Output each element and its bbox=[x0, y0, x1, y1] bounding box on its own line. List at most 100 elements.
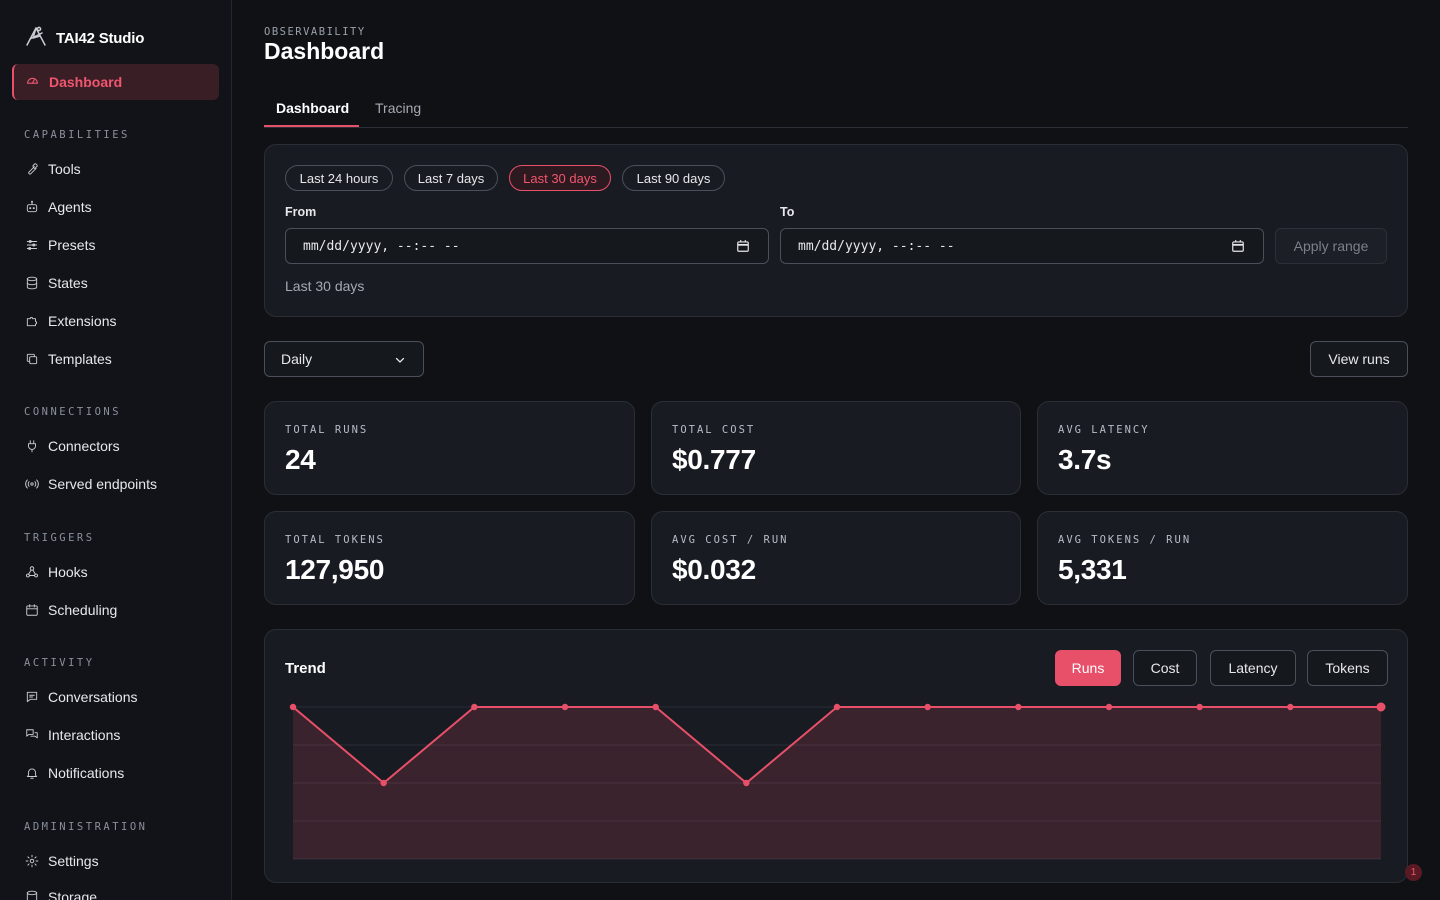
sidebar-item-label: Notifications bbox=[48, 765, 125, 781]
stat-label: AVG TOKENS / RUN bbox=[1058, 534, 1192, 546]
sidebar-item-label: Templates bbox=[48, 351, 112, 367]
section-title-capabilities: CAPABILITIES bbox=[24, 129, 130, 141]
sidebar-item-connectors[interactable]: Connectors bbox=[24, 436, 120, 456]
data-point bbox=[1287, 703, 1294, 711]
preset-last-90-days[interactable]: Last 90 days bbox=[622, 165, 725, 191]
bot-icon bbox=[24, 200, 39, 215]
range-summary: Last 30 days bbox=[285, 278, 365, 294]
sidebar-item-label: Hooks bbox=[48, 564, 88, 580]
data-point bbox=[1196, 703, 1203, 711]
sidebar-item-served-endpoints[interactable]: Served endpoints bbox=[24, 474, 157, 494]
stat-card-total-tokens: TOTAL TOKENS 127,950 bbox=[264, 511, 635, 605]
gear-icon bbox=[24, 854, 39, 869]
sidebar-item-storage[interactable]: Storage bbox=[24, 887, 97, 900]
data-point bbox=[924, 703, 931, 711]
broadcast-icon bbox=[24, 477, 39, 492]
from-date-value: mm/dd/yyyy, --:-- -- bbox=[303, 238, 460, 254]
plug-icon bbox=[24, 439, 39, 454]
stat-card-avg-cost-per-run: AVG COST / RUN $0.032 bbox=[651, 511, 1021, 605]
metric-runs-button[interactable]: Runs bbox=[1055, 650, 1121, 686]
granularity-value: Daily bbox=[281, 351, 313, 367]
brand[interactable]: TAI42 Studio bbox=[24, 24, 144, 53]
trend-chart bbox=[289, 702, 1386, 860]
metric-latency-button[interactable]: Latency bbox=[1210, 650, 1296, 686]
preset-last-24-hours[interactable]: Last 24 hours bbox=[285, 165, 393, 191]
bell-icon bbox=[24, 766, 39, 781]
message-icon bbox=[24, 690, 39, 705]
granularity-select[interactable]: Daily bbox=[264, 341, 424, 377]
apply-range-button[interactable]: Apply range bbox=[1275, 228, 1387, 264]
stat-label: AVG LATENCY bbox=[1058, 424, 1150, 436]
sidebar-item-extensions[interactable]: Extensions bbox=[24, 311, 116, 331]
data-point bbox=[1105, 703, 1113, 711]
data-point bbox=[289, 703, 297, 711]
calendar-icon bbox=[24, 603, 39, 618]
sidebar-item-label: Scheduling bbox=[48, 602, 118, 618]
metric-cost-button[interactable]: Cost bbox=[1133, 650, 1197, 686]
wrench-icon bbox=[24, 162, 39, 177]
to-date-input[interactable]: mm/dd/yyyy, --:-- -- bbox=[780, 228, 1264, 264]
stat-card-avg-tokens-per-run: AVG TOKENS / RUN 5,331 bbox=[1037, 511, 1408, 605]
sidebar-item-label: Connectors bbox=[48, 438, 120, 454]
section-title-triggers: TRIGGERS bbox=[24, 532, 95, 544]
series-area bbox=[293, 707, 1381, 859]
tab-tracing[interactable]: Tracing bbox=[375, 100, 422, 116]
sidebar-item-scheduling[interactable]: Scheduling bbox=[24, 600, 117, 620]
data-point bbox=[743, 779, 750, 787]
sidebar-item-tools[interactable]: Tools bbox=[24, 159, 81, 179]
data-point bbox=[833, 703, 841, 711]
sidebar-item-label: Settings bbox=[48, 853, 99, 869]
stat-value: 24 bbox=[285, 444, 316, 475]
to-date-value: mm/dd/yyyy, --:-- -- bbox=[798, 238, 955, 254]
data-point bbox=[471, 703, 478, 711]
sidebar-item-notifications[interactable]: Notifications bbox=[24, 763, 124, 783]
sidebar-item-hooks[interactable]: Hooks bbox=[24, 562, 88, 582]
webhook-icon bbox=[24, 565, 39, 580]
app-name: TAI42 Studio bbox=[56, 30, 145, 47]
data-point bbox=[1015, 703, 1022, 711]
section-title-administration: ADMINISTRATION bbox=[24, 821, 148, 833]
tab-bar: Dashboard Tracing bbox=[264, 94, 1408, 128]
sidebar-item-label: Extensions bbox=[48, 313, 117, 329]
page-eyebrow: OBSERVABILITY bbox=[264, 26, 366, 38]
stat-value: $0.777 bbox=[672, 444, 756, 475]
sidebar-item-states[interactable]: States bbox=[24, 273, 88, 293]
data-point bbox=[561, 703, 569, 711]
sidebar-item-dashboard[interactable]: Dashboard bbox=[12, 64, 219, 100]
gauge-icon bbox=[26, 74, 39, 90]
sidebar-item-settings[interactable]: Settings bbox=[24, 851, 99, 871]
sidebar-item-label: States bbox=[48, 275, 88, 291]
stat-value: 3.7s bbox=[1058, 444, 1112, 475]
sidebar-item-label: Interactions bbox=[48, 727, 121, 743]
metric-tokens-button[interactable]: Tokens bbox=[1307, 650, 1388, 686]
sidebar-item-presets[interactable]: Presets bbox=[24, 235, 95, 255]
tab-dashboard[interactable]: Dashboard bbox=[276, 100, 350, 116]
view-runs-button[interactable]: View runs bbox=[1310, 341, 1408, 377]
trend-card: Trend Runs Cost Latency Tokens bbox=[264, 629, 1408, 883]
stat-label: TOTAL RUNS bbox=[285, 424, 369, 436]
data-point bbox=[652, 703, 659, 711]
chevron-down-icon bbox=[394, 353, 406, 369]
stat-value: $0.032 bbox=[672, 554, 756, 585]
from-date-input[interactable]: mm/dd/yyyy, --:-- -- bbox=[285, 228, 769, 264]
sidebar-item-label: Agents bbox=[48, 199, 92, 215]
preset-last-7-days[interactable]: Last 7 days bbox=[404, 165, 498, 191]
sidebar-item-conversations[interactable]: Conversations bbox=[24, 687, 138, 707]
logo-icon bbox=[24, 24, 48, 53]
sidebar-item-agents[interactable]: Agents bbox=[24, 197, 92, 217]
sidebar-item-templates[interactable]: Templates bbox=[24, 349, 112, 369]
database-icon bbox=[24, 890, 39, 900]
sidebar-item-interactions[interactable]: Interactions bbox=[24, 725, 120, 745]
stat-card-total-runs: TOTAL RUNS 24 bbox=[264, 401, 635, 495]
sidebar-item-label: Conversations bbox=[48, 689, 138, 705]
from-label: From bbox=[285, 205, 317, 219]
to-label: To bbox=[780, 205, 795, 219]
preset-last-30-days[interactable]: Last 30 days bbox=[509, 165, 611, 191]
stat-label: AVG COST / RUN bbox=[672, 534, 789, 546]
stat-label: TOTAL COST bbox=[672, 424, 756, 436]
stat-value: 127,950 bbox=[285, 554, 385, 585]
notification-badge[interactable]: 1 bbox=[1405, 864, 1422, 881]
calendar-icon[interactable] bbox=[1231, 239, 1245, 257]
calendar-icon[interactable] bbox=[736, 239, 750, 257]
sidebar-item-label: Presets bbox=[48, 237, 96, 253]
